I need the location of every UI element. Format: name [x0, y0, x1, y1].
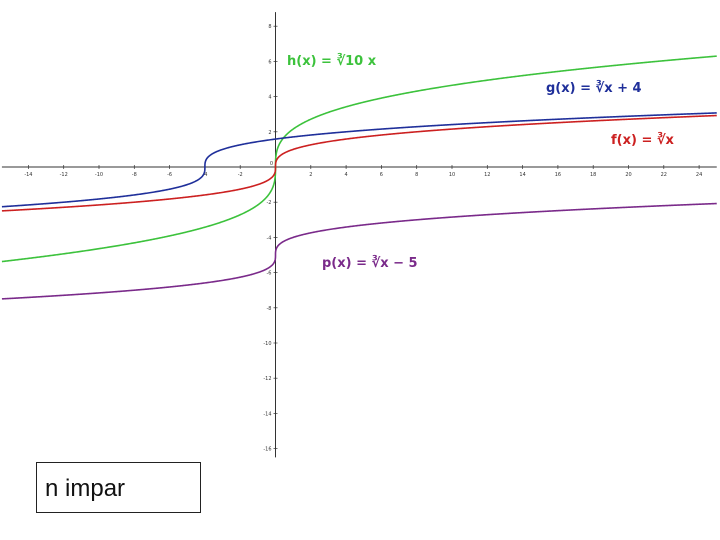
y-tick-label: -10 [263, 341, 271, 347]
y-tick-label: 2 [268, 130, 271, 136]
caption-text: n impar [45, 475, 126, 502]
y-tick-label: -16 [263, 447, 271, 453]
x-tick-label: 12 [484, 172, 490, 178]
tick-labels: -14 -12 -10 -8 -6 -4 -2 2 4 6 8 10 12 14 16 18 20 22 24086… [24, 24, 702, 452]
label-g: g(x) = ∛x + 4 [546, 79, 642, 96]
y-tick-label: 6 [268, 59, 271, 65]
label-f: f(x) = ∛x [611, 131, 675, 148]
x-tick-label: -2 [238, 172, 243, 178]
x-tick-label: 6 [380, 172, 383, 178]
y-tick-label: -4 [267, 235, 272, 241]
function-curves [1, 55, 717, 300]
x-tick-label: 20 [625, 172, 631, 178]
curve-g [1, 112, 717, 208]
y-tick-label: -14 [263, 411, 271, 417]
curve-f [1, 114, 717, 212]
y-tick-label: -12 [263, 376, 271, 382]
y-tick-label: -8 [267, 306, 272, 312]
caption-box: n impar [36, 462, 201, 513]
curve-h [1, 55, 717, 263]
x-tick-label: 8 [415, 172, 418, 178]
axes [1, 12, 717, 458]
function-labels: h(x) = ∛10 x g(x) = ∛x + 4 f(x) = ∛x p(x) =… [287, 52, 675, 271]
x-tick-label: 22 [661, 172, 667, 178]
y-tick-label: 4 [268, 95, 271, 101]
label-h: h(x) = ∛10 x [287, 52, 377, 69]
x-tick-label: -14 [24, 172, 32, 178]
y-tick-label: -6 [267, 271, 272, 277]
x-tick-label: -4 [202, 172, 207, 178]
x-tick-label: -12 [60, 172, 68, 178]
x-tick-label: 10 [449, 172, 455, 178]
x-tick-label: -10 [95, 172, 103, 178]
x-tick-label: -6 [167, 172, 172, 178]
y-tick-label: -2 [267, 200, 272, 206]
curve-p [1, 202, 717, 300]
x-tick-label: 14 [519, 172, 525, 178]
x-tick-label: 24 [696, 172, 702, 178]
origin-label: 0 [270, 161, 273, 167]
x-tick-label: 16 [555, 172, 561, 178]
label-p: p(x) = ∛x − 5 [322, 254, 418, 271]
y-tick-label: 8 [268, 24, 271, 30]
x-tick-label: 18 [590, 172, 596, 178]
x-tick-label: 4 [345, 172, 348, 178]
x-tick-label: -8 [132, 172, 137, 178]
x-tick-label: 2 [309, 172, 312, 178]
